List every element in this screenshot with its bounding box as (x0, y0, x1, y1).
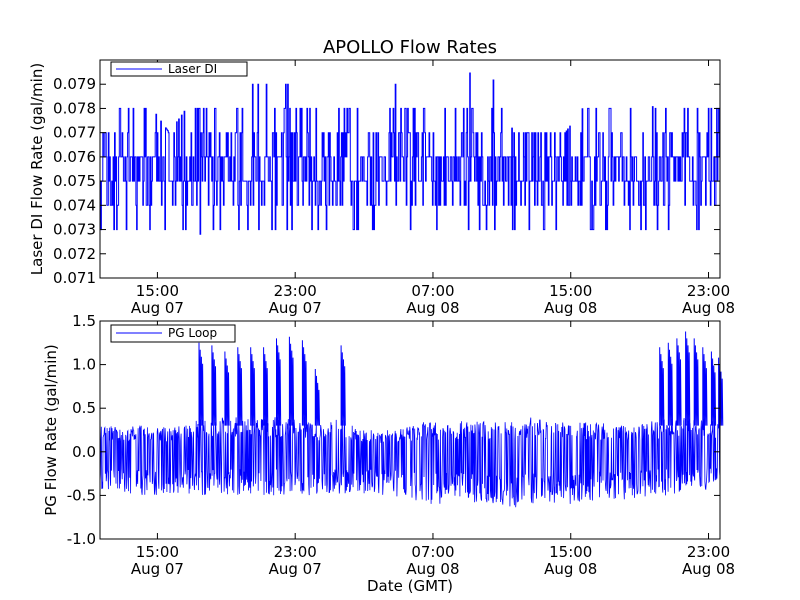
pg-loop-legend-box (110, 324, 236, 343)
laser-di-x-tick-date: Aug 08 (544, 299, 597, 317)
pg-loop-spike (263, 347, 269, 426)
laser-di-x-tick-date: Aug 08 (682, 299, 735, 317)
pg-loop-legend: PG Loop (110, 324, 236, 343)
pg-loop-spike (237, 347, 243, 426)
laser-di-x-tick-time: 23:00 (687, 282, 730, 300)
laser-di-x-tick-date: Aug 07 (131, 299, 184, 317)
laser-di-y-tick-label: 0.078 (53, 99, 96, 117)
laser-di-legend-label: Laser DI (168, 62, 217, 76)
pg-loop-x-tick-date: Aug 08 (544, 560, 597, 578)
pg-loop-y-tick-label: 1.5 (72, 312, 96, 330)
x-axis-label: Date (GMT) (367, 577, 453, 595)
pg-loop-spike (685, 331, 691, 426)
pg-loop-x-tick-date: Aug 08 (682, 560, 735, 578)
pg-loop-y-tick-label: 0.0 (72, 443, 96, 461)
pg-loop-spike (198, 342, 204, 426)
pg-loop-spike (250, 347, 256, 426)
laser-di-x-tick-time: 23:00 (274, 282, 317, 300)
laser-di-y-tick-label: 0.077 (53, 124, 96, 142)
pg-loop-x-tick-time: 15:00 (549, 543, 592, 561)
pg-loop-y-tick-label: 1.0 (72, 356, 96, 374)
pg-loop-spike (710, 351, 717, 426)
pg-loop-x-tick-time: 15:00 (136, 543, 179, 561)
laser-di-x-tick-time: 15:00 (549, 282, 592, 300)
pg-loop-axes-frame (99, 320, 721, 540)
laser-di-y-tick-label: 0.073 (53, 221, 96, 239)
laser-di-y-ticks: 0.071 0.072 0.073 0.074 0.075 0.076 0.077 0.078… (53, 75, 720, 287)
laser-di-series-line (100, 72, 720, 235)
laser-di-x-tick-date: Aug 08 (406, 299, 459, 317)
pg-loop-spike (340, 345, 346, 426)
pg-loop-x-tick-date: Aug 08 (406, 560, 459, 578)
pg-loop-spike (702, 347, 708, 426)
laser-di-y-tick-label: 0.075 (53, 172, 96, 190)
pg-loop-spike (676, 338, 682, 426)
pg-loop-spike (693, 338, 699, 426)
pg-loop-spike (314, 368, 320, 426)
pg-loop-series-line (99, 416, 721, 508)
pg-loop-x-tick-date: Aug 07 (269, 560, 322, 578)
laser-di-y-tick-label: 0.072 (53, 245, 96, 263)
pg-loop-spike (224, 351, 230, 426)
pg-loop-spike (276, 338, 282, 426)
laser-di-y-tick-label: 0.076 (53, 148, 96, 166)
laser-di-y-tick-label: 0.074 (53, 196, 96, 214)
pg-loop-y-tick-label: 0.5 (72, 399, 96, 417)
laser-di-y-axis-label: Laser DI Flow Rate (gal/min) (28, 63, 46, 275)
pg-loop-spike (301, 340, 308, 426)
pg-loop-spike (211, 345, 217, 426)
laser-di-y-tick-label: 0.079 (53, 75, 96, 93)
laser-di-legend-box (110, 61, 248, 77)
pg-loop-y-axis-label: PG Flow Rate (gal/min) (42, 344, 60, 516)
pg-loop-legend-label: PG Loop (168, 326, 217, 340)
laser-di-x-tick-time: 07:00 (411, 282, 454, 300)
laser-di-y-tick-label: 0.071 (53, 269, 96, 287)
laser-di-plot-area (100, 72, 720, 235)
pg-loop-x-tick-time: 23:00 (687, 543, 730, 561)
laser-di-x-tick-date: Aug 07 (269, 299, 322, 317)
pg-loop-y-tick-label: -0.5 (67, 486, 96, 504)
pg-loop-plot-area (99, 331, 724, 508)
pg-loop-x-tick-time: 07:00 (411, 543, 454, 561)
laser-di-legend: Laser DI (110, 61, 248, 77)
pg-loop-x-tick-date: Aug 07 (131, 560, 184, 578)
laser-di-panel: 0.071 0.072 0.073 0.074 0.075 0.076 0.077 0.078… (28, 59, 735, 317)
pg-loop-x-tick-time: 23:00 (274, 543, 317, 561)
pg-loop-spike (667, 342, 673, 426)
pg-loop-spike (659, 347, 665, 426)
pg-loop-spike (288, 336, 295, 426)
pg-loop-y-ticks: -1.0 -0.5 0.0 0.5 1.0 1.5 (67, 312, 720, 548)
laser-di-axes-frame (99, 59, 721, 279)
figure-title: APOLLO Flow Rates (323, 37, 497, 58)
laser-di-x-tick-time: 15:00 (136, 282, 179, 300)
pg-loop-y-tick-label: -1.0 (67, 530, 96, 548)
